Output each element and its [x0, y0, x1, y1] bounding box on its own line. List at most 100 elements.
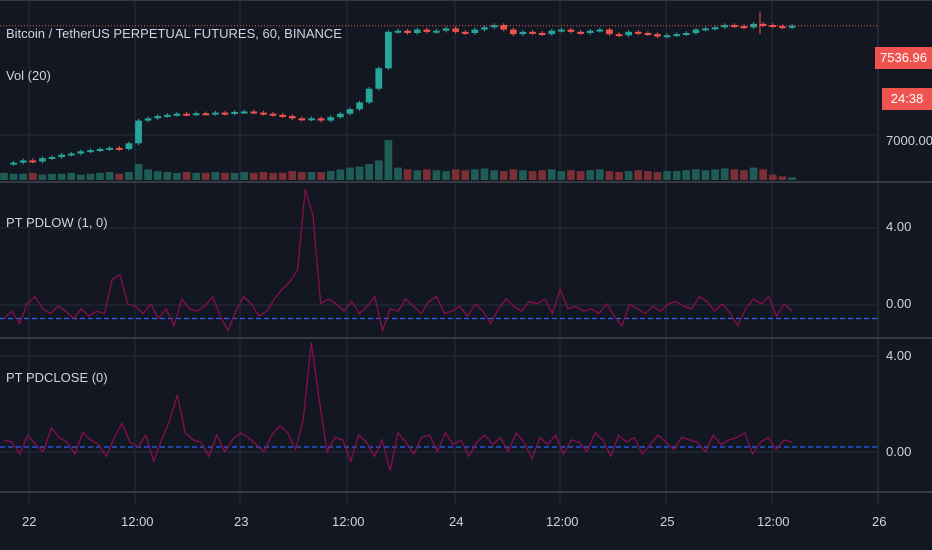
candle-body	[221, 112, 229, 115]
volume-bar	[144, 169, 152, 180]
volume-bar	[605, 171, 614, 180]
volume-indicator-label[interactable]: Vol (20)	[6, 68, 51, 83]
candle-body	[375, 68, 383, 89]
volume-bar	[490, 170, 498, 180]
candle-body	[452, 28, 460, 32]
candle-body	[115, 147, 123, 150]
volume-bar	[653, 172, 662, 180]
candle-body	[317, 118, 325, 121]
volume-bar	[240, 172, 249, 180]
candle-body	[692, 29, 700, 33]
pdlow-series-line	[3, 189, 793, 334]
candle-body	[461, 31, 469, 34]
pdlow-tick-4: 4.00	[886, 219, 912, 234]
candle-body	[308, 118, 315, 121]
volume-bar	[576, 171, 585, 180]
candle-body	[279, 114, 287, 117]
candle-body	[77, 151, 85, 154]
candle-body	[586, 30, 594, 33]
candle-body	[481, 27, 488, 30]
volume-bar	[480, 168, 489, 180]
candle-body	[29, 160, 37, 163]
time-tick-1200-b: 12:00	[332, 514, 365, 529]
candle-body	[759, 23, 767, 26]
candle-body	[500, 25, 508, 30]
volume-bar	[403, 169, 412, 180]
volume-bar	[298, 172, 306, 180]
volume-bar	[442, 171, 450, 180]
candle-body	[164, 114, 171, 117]
candle-body	[596, 29, 604, 32]
volume-bar	[557, 171, 566, 180]
volume-bar	[394, 167, 402, 180]
volume-bar	[38, 174, 47, 180]
volume-bar	[595, 169, 604, 180]
candle-body	[740, 26, 748, 29]
time-axis-bg	[0, 504, 932, 550]
volume-bar	[221, 172, 229, 180]
volume-bar	[201, 172, 210, 180]
candle-body	[779, 26, 786, 29]
volume-bar	[730, 169, 739, 180]
pdclose-tick-0: 0.00	[886, 444, 912, 459]
candle-body	[567, 29, 575, 32]
time-tick-24: 24	[449, 514, 464, 529]
candle-body	[577, 31, 584, 34]
candle-body	[394, 30, 402, 33]
volume-bar	[499, 171, 508, 180]
candle-body	[558, 29, 565, 32]
candle-body	[644, 32, 652, 35]
volume-bar	[355, 166, 364, 180]
candle-body	[529, 31, 536, 34]
volume-bar	[105, 172, 114, 180]
volume-bar	[634, 170, 643, 180]
candle-body	[135, 120, 142, 144]
candle-body	[192, 113, 200, 116]
volume-bar	[663, 171, 671, 180]
volume-bar	[519, 170, 527, 180]
volume-bar	[346, 167, 354, 180]
volume-bar	[749, 167, 758, 180]
candle-body	[385, 31, 392, 69]
volume-bar	[317, 172, 325, 180]
pdclose-indicator-label[interactable]: PT PDCLOSE (0)	[6, 370, 108, 385]
time-tick-1200-a: 12:00	[121, 514, 154, 529]
time-tick-1200-c: 12:00	[546, 514, 579, 529]
last-price-label: 7536.96	[875, 47, 932, 69]
volume-bar	[9, 173, 18, 180]
candle-body	[356, 102, 363, 110]
candle-body	[663, 35, 671, 38]
candle-body	[67, 153, 75, 156]
candle-body	[625, 31, 632, 36]
candle-body	[269, 113, 277, 116]
volume-bar	[163, 172, 172, 180]
candle-body	[730, 25, 738, 28]
candle-body	[423, 29, 431, 32]
candle-body	[654, 34, 661, 37]
candle-body	[442, 28, 450, 31]
symbol-title[interactable]: Bitcoin / TetherUS PERPETUAL FUTURES, 60…	[6, 26, 342, 41]
volume-bar	[115, 173, 124, 180]
candle-body	[183, 113, 190, 116]
volume-bar	[384, 140, 393, 180]
volume-bar	[28, 172, 37, 180]
candle-body	[96, 149, 104, 152]
volume-bar	[288, 171, 297, 180]
volume-bar	[701, 170, 710, 180]
candle-body	[154, 116, 162, 119]
candle-body	[125, 143, 133, 150]
candle-body	[202, 113, 210, 116]
candle-body	[634, 31, 642, 34]
candle-body	[288, 116, 296, 119]
candle-body	[509, 29, 517, 35]
candle-body	[87, 150, 94, 153]
volume-bar	[528, 171, 537, 180]
volume-bar	[259, 172, 268, 180]
volume-bar	[586, 170, 595, 180]
candle-body	[471, 29, 479, 33]
volume-bar	[278, 172, 287, 180]
pdlow-indicator-label[interactable]: PT PDLOW (1, 0)	[6, 215, 108, 230]
candle-body	[673, 34, 681, 37]
volume-bar	[624, 171, 633, 180]
